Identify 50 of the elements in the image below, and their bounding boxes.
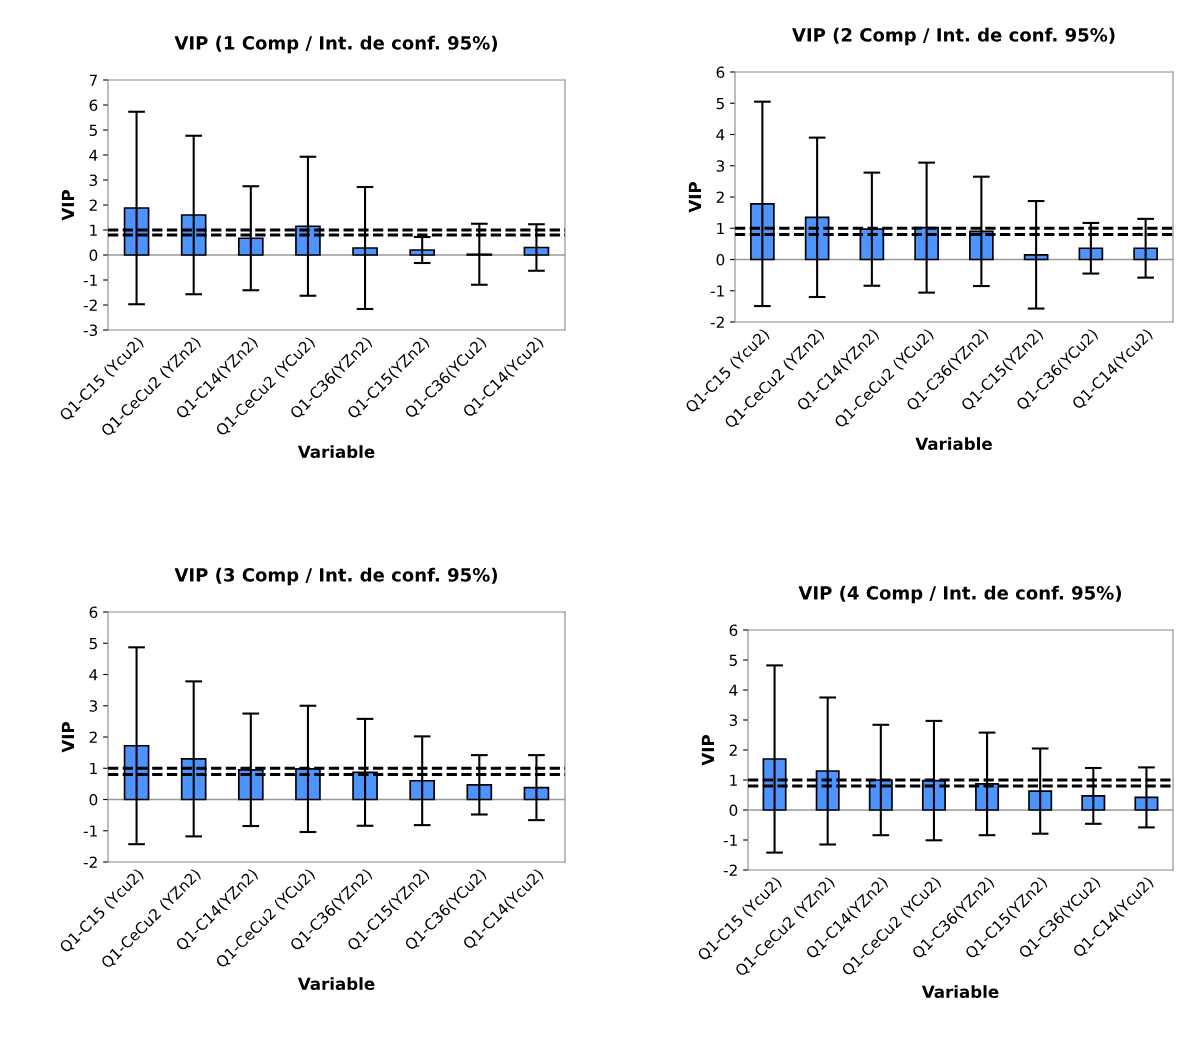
y-tick-label: 6 bbox=[716, 66, 725, 79]
y-tick-label: -2 bbox=[710, 316, 724, 328]
y-tick-label: 2 bbox=[716, 191, 724, 203]
y-tick-label: 0 bbox=[729, 804, 738, 817]
chart-title: VIP (2 Comp / Int. de conf. 95%) bbox=[792, 27, 1115, 46]
y-axis-title: VIP bbox=[688, 182, 702, 213]
y-tick-label: 0 bbox=[716, 253, 725, 266]
y-axis-title: VIP bbox=[701, 735, 715, 766]
x-axis-title: Variable bbox=[921, 985, 999, 999]
y-tick-label: 1 bbox=[730, 774, 737, 786]
y-axis-title: VIP bbox=[61, 722, 75, 753]
y-tick-label: 3 bbox=[729, 714, 738, 727]
y-tick-label: 4 bbox=[89, 149, 98, 161]
y-tick-label: 7 bbox=[89, 74, 97, 86]
y-tick-label: 5 bbox=[729, 654, 737, 667]
y-tick-label: 0 bbox=[89, 249, 98, 262]
y-tick-label: -2 bbox=[83, 299, 97, 311]
y-tick-label: 5 bbox=[716, 97, 724, 110]
y-tick-label: 1 bbox=[90, 224, 97, 236]
y-tick-label: -2 bbox=[723, 864, 737, 876]
y-tick-label: 2 bbox=[729, 744, 737, 756]
chart-title: VIP (3 Comp / Int. de conf. 95%) bbox=[174, 567, 498, 586]
x-axis-title: Variable bbox=[297, 977, 375, 991]
x-axis-title: Variable bbox=[297, 445, 375, 459]
y-tick-label: 1 bbox=[717, 222, 724, 235]
y-tick-label: 4 bbox=[729, 684, 738, 696]
y-tick-label: -1 bbox=[83, 274, 97, 286]
y-tick-label: -1 bbox=[710, 285, 724, 297]
y-tick-label: 4 bbox=[716, 129, 725, 141]
y-tick-label: 3 bbox=[716, 160, 725, 172]
x-axis-title: Variable bbox=[915, 437, 992, 451]
y-tick-label: 0 bbox=[89, 793, 98, 806]
chart-title: VIP (1 Comp / Int. de conf. 95%) bbox=[174, 35, 498, 54]
y-tick-label: -1 bbox=[723, 834, 737, 846]
y-tick-label: 3 bbox=[89, 174, 98, 187]
y-tick-label: 6 bbox=[89, 606, 98, 619]
chart-title: VIP (4 Comp / Int. de conf. 95%) bbox=[798, 585, 1122, 604]
y-tick-label: -2 bbox=[83, 856, 97, 868]
y-tick-label: 5 bbox=[89, 637, 97, 650]
y-tick-label: 6 bbox=[729, 624, 738, 637]
y-tick-label: 2 bbox=[89, 731, 97, 743]
y-tick-label: 1 bbox=[90, 762, 97, 775]
y-tick-label: 4 bbox=[89, 669, 98, 681]
y-tick-label: 5 bbox=[89, 124, 97, 137]
y-tick-label: 6 bbox=[89, 99, 98, 112]
y-tick-label: -3 bbox=[83, 324, 98, 337]
y-axis-title: VIP bbox=[61, 190, 75, 221]
y-tick-label: 3 bbox=[89, 700, 98, 712]
y-tick-label: -1 bbox=[83, 825, 97, 837]
y-tick-label: 2 bbox=[89, 199, 97, 211]
